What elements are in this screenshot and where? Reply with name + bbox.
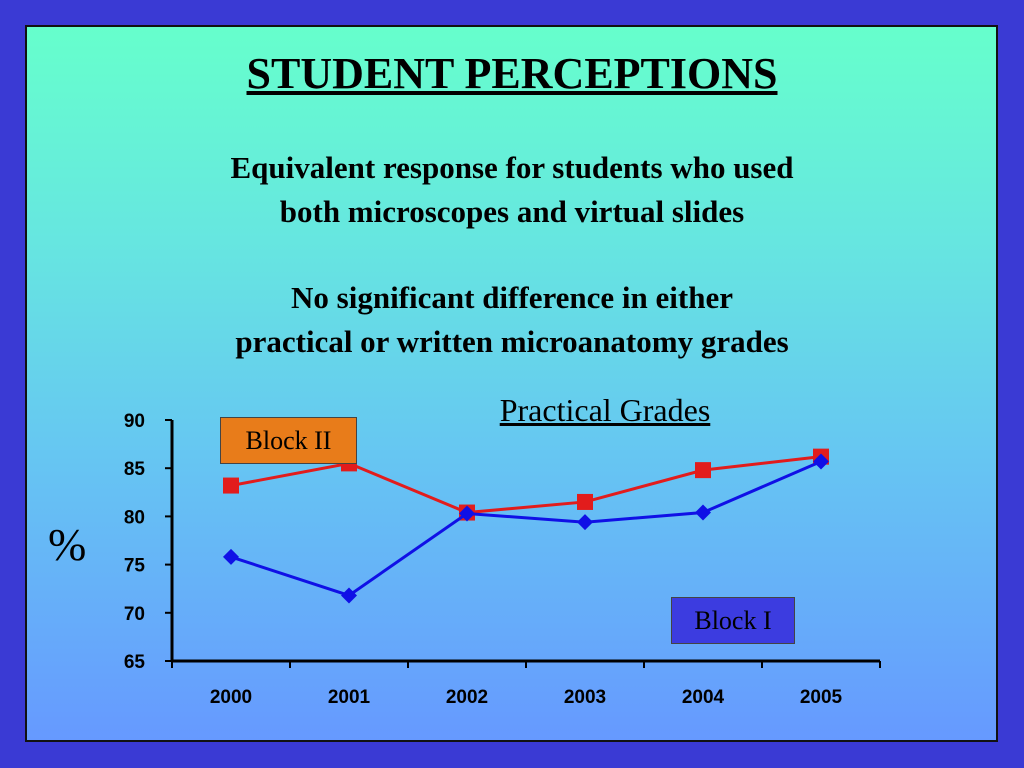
point-block-ii: [695, 462, 711, 479]
finding-1-line-1: Equivalent response for students who use…: [230, 150, 794, 185]
y-tick-label: 80: [124, 507, 145, 528]
y-tick-label: 90: [124, 411, 145, 432]
point-block-ii: [577, 493, 593, 510]
legend-block-i: Block I: [671, 597, 795, 644]
series-line-block-ii: [230, 455, 822, 515]
chart-series: [223, 448, 829, 604]
y-tick-label: 75: [124, 556, 146, 577]
y-axis-label: %: [48, 519, 87, 570]
point-block-i: [459, 505, 475, 522]
point-block-i: [341, 587, 357, 604]
point-block-i: [695, 504, 711, 521]
slide-panel: [25, 25, 998, 742]
point-block-i: [577, 514, 593, 531]
x-tick-label: 2001: [328, 687, 371, 708]
y-tick-label: 65: [124, 652, 146, 673]
slide-title: STUDENT PERCEPTIONS: [246, 49, 778, 98]
point-block-ii: [223, 477, 239, 494]
x-tick-label: 2004: [682, 687, 725, 708]
y-tick-label: 70: [124, 604, 145, 625]
point-block-i: [813, 453, 829, 470]
finding-2-line-2: practical or written microanatomy grades: [235, 324, 789, 359]
x-tick-label: 2000: [210, 687, 252, 708]
legend-block-ii: Block II: [220, 417, 357, 464]
x-tick-label: 2003: [564, 687, 606, 708]
x-tick-label: 2005: [800, 687, 843, 708]
x-tick-label: 2002: [446, 687, 488, 708]
chart-axes: 65 70 75 80 85 90 2000 2001 2002 2003 2004 2005: [124, 411, 881, 708]
chart-title: Practical Grades: [499, 392, 711, 428]
finding-1-line-2: both microscopes and virtual slides: [279, 194, 745, 229]
finding-no-difference: No significant difference in either prac…: [0, 276, 1024, 364]
series-line-block-i: [230, 460, 822, 598]
y-tick-label: 85: [124, 459, 146, 480]
point-block-i: [223, 548, 239, 565]
finding-2-line-1: No significant difference in either: [291, 280, 733, 315]
finding-equivalent-response: Equivalent response for students who use…: [0, 146, 1024, 234]
